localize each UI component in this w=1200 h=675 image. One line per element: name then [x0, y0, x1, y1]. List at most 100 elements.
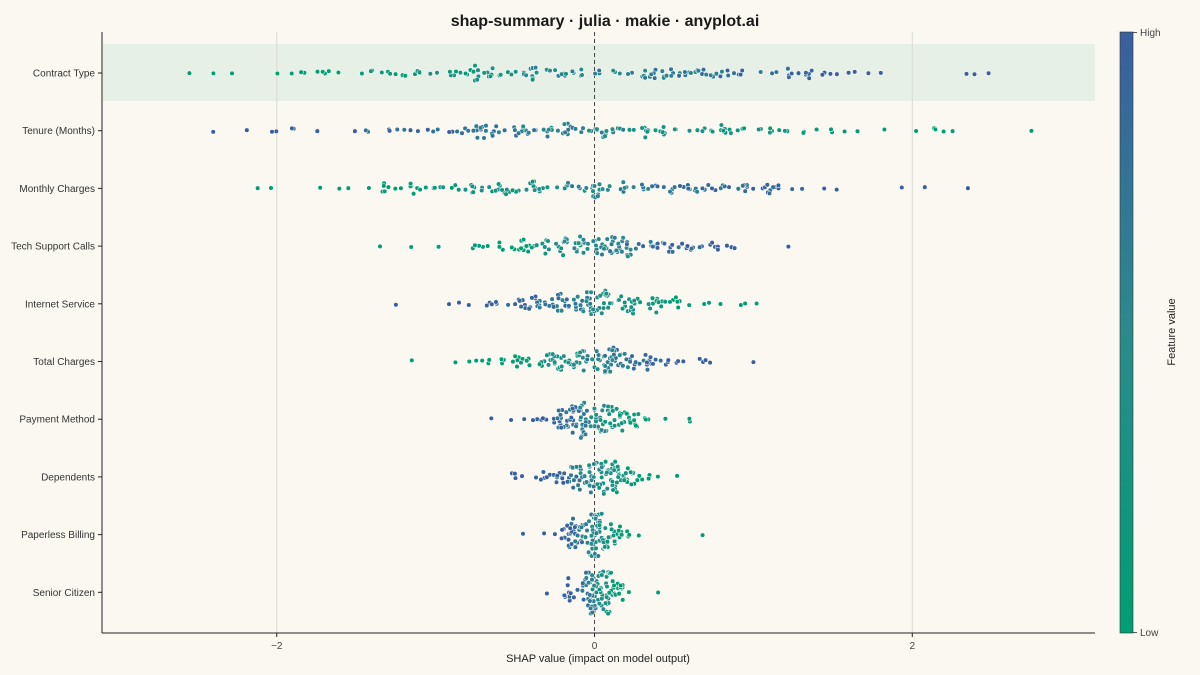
shap-point [504, 187, 510, 193]
shap-point [675, 304, 681, 311]
shap-point [647, 305, 653, 312]
shap-point [655, 240, 661, 247]
shap-point [701, 301, 707, 307]
shap-point [569, 68, 575, 74]
shap-point [764, 182, 770, 188]
shap-point [466, 358, 472, 365]
shap-point [345, 185, 351, 191]
shap-point [530, 77, 536, 83]
shap-point [602, 353, 608, 359]
shap-point [986, 70, 992, 76]
shap-point [827, 71, 833, 77]
shap-point [705, 182, 711, 188]
shap-point [562, 238, 568, 244]
shap-point [392, 186, 398, 192]
feature-points [255, 178, 971, 200]
shap-point [597, 293, 603, 299]
shap-point [715, 247, 721, 253]
shap-point [574, 587, 581, 593]
shap-point [650, 361, 656, 367]
shap-point [335, 69, 341, 76]
shap-point [628, 469, 634, 475]
shap-point [800, 130, 806, 136]
shap-point [377, 243, 383, 249]
shap-point [593, 242, 599, 249]
shap-point [244, 127, 250, 133]
shap-point [569, 541, 575, 547]
shap-point [591, 461, 597, 467]
shap-point [473, 123, 479, 129]
shap-point [673, 294, 679, 300]
shap-point [646, 476, 652, 482]
shap-point [631, 298, 637, 304]
shap-point [795, 70, 802, 76]
shap-point [593, 545, 599, 551]
shap-point [530, 179, 536, 185]
shap-point [667, 299, 673, 305]
shap-point [581, 411, 587, 417]
shap-point [529, 295, 535, 301]
shap-point [803, 70, 809, 76]
shap-point [579, 539, 585, 545]
shap-point [273, 128, 279, 134]
shap-point [625, 465, 631, 471]
shap-point [626, 127, 633, 133]
shap-point [584, 479, 590, 485]
shap-point [607, 300, 613, 306]
shap-point [575, 532, 581, 539]
shap-point [609, 241, 615, 247]
shap-point [336, 186, 342, 192]
shap-point [631, 366, 637, 372]
shap-point [547, 68, 553, 74]
shap-point [581, 597, 587, 603]
shap-point [601, 300, 607, 306]
shap-point [846, 70, 852, 76]
shap-point [520, 123, 526, 129]
shap-point [521, 237, 527, 243]
shap-point [699, 185, 706, 191]
shap-point [637, 299, 643, 305]
shap-point [584, 408, 590, 414]
colorbar-low-label: Low [1140, 628, 1159, 639]
shap-point [583, 570, 589, 576]
shap-point [513, 69, 519, 75]
shap-point [512, 471, 518, 477]
shap-point [496, 244, 502, 250]
shap-point [640, 243, 646, 249]
shap-point [577, 302, 584, 308]
shap-point [584, 246, 591, 252]
y-tick-label: Monthly Charges [19, 184, 95, 195]
shap-point [578, 66, 584, 73]
shap-point [626, 532, 632, 538]
shap-point [631, 417, 637, 423]
shap-point [602, 368, 608, 374]
shap-point [589, 572, 595, 578]
shap-point [289, 70, 295, 77]
feature-points [544, 569, 661, 617]
shap-point [616, 591, 622, 597]
shap-point [593, 530, 600, 536]
shap-point [408, 244, 414, 250]
shap-point [617, 70, 623, 77]
shap-point [720, 128, 726, 134]
shap-point [268, 185, 274, 191]
shap-point [514, 357, 521, 363]
shap-point [584, 527, 590, 534]
x-tick-label: 2 [910, 641, 916, 652]
shap-point [553, 479, 560, 485]
shap-point [561, 470, 567, 476]
shap-point [427, 71, 433, 77]
shap-point [526, 130, 532, 136]
shap-point [575, 482, 581, 488]
shap-point [619, 532, 625, 538]
shap-point [411, 191, 417, 197]
shap-point [627, 420, 633, 426]
shap-point [586, 128, 592, 134]
shap-point [635, 411, 641, 417]
shap-point [466, 302, 472, 308]
shap-point [490, 133, 496, 139]
shap-point [605, 403, 611, 410]
shap-point [545, 362, 552, 368]
shap-point [493, 123, 499, 129]
shap-point [601, 246, 607, 252]
